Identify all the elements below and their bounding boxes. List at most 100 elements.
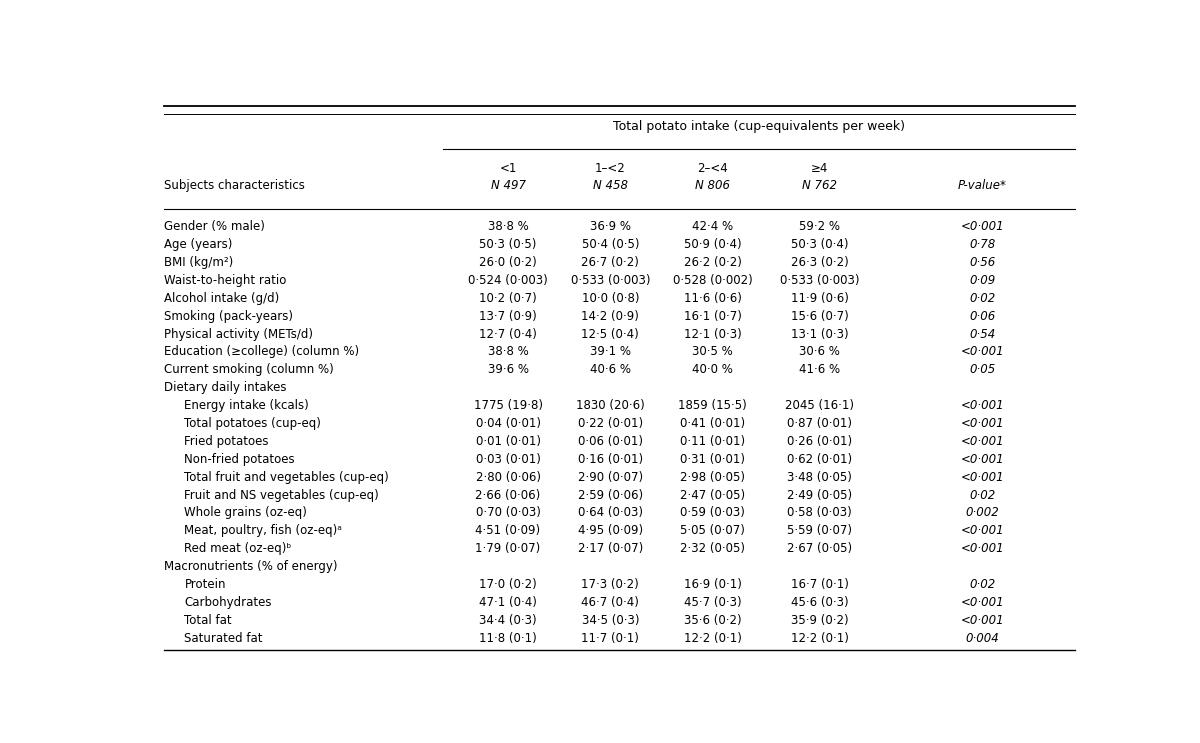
- Text: 16·1 (0·7): 16·1 (0·7): [684, 310, 742, 322]
- Text: 17·0 (0·2): 17·0 (0·2): [479, 578, 536, 591]
- Text: ≥4: ≥4: [811, 162, 828, 175]
- Text: 1830 (20·6): 1830 (20·6): [576, 399, 644, 412]
- Text: 35·6 (0·2): 35·6 (0·2): [684, 614, 742, 626]
- Text: Total fruit and vegetables (cup-eq): Total fruit and vegetables (cup-eq): [185, 470, 389, 484]
- Text: 11·9 (0·6): 11·9 (0·6): [791, 292, 848, 305]
- Text: Fruit and NS vegetables (cup-eq): Fruit and NS vegetables (cup-eq): [185, 488, 379, 502]
- Text: Alcohol intake (g/d): Alcohol intake (g/d): [164, 292, 280, 305]
- Text: P-value*: P-value*: [958, 179, 1007, 192]
- Text: <0·001: <0·001: [960, 417, 1004, 430]
- Text: 39·1 %: 39·1 %: [590, 345, 631, 358]
- Text: 5·05 (0·07): 5·05 (0·07): [680, 525, 745, 537]
- Text: 2·90 (0·07): 2·90 (0·07): [577, 470, 643, 484]
- Text: 45·6 (0·3): 45·6 (0·3): [791, 596, 848, 609]
- Text: Energy intake (kcals): Energy intake (kcals): [185, 399, 310, 412]
- Text: 0·002: 0·002: [966, 507, 1000, 519]
- Text: N 762: N 762: [802, 179, 838, 192]
- Text: <0·001: <0·001: [960, 345, 1004, 358]
- Text: 2·17 (0·07): 2·17 (0·07): [577, 542, 643, 555]
- Text: 10·0 (0·8): 10·0 (0·8): [582, 292, 640, 305]
- Text: 0·59 (0·03): 0·59 (0·03): [680, 507, 745, 519]
- Text: <0·001: <0·001: [960, 542, 1004, 555]
- Text: 26·0 (0·2): 26·0 (0·2): [479, 256, 536, 269]
- Text: Dietary daily intakes: Dietary daily intakes: [164, 381, 287, 395]
- Text: <1: <1: [499, 162, 517, 175]
- Text: 39·6 %: 39·6 %: [487, 363, 528, 377]
- Text: Red meat (oz-eq)ᵇ: Red meat (oz-eq)ᵇ: [185, 542, 292, 555]
- Text: 15·6 (0·7): 15·6 (0·7): [791, 310, 848, 322]
- Text: 34·4 (0·3): 34·4 (0·3): [479, 614, 536, 626]
- Text: 50·9 (0·4): 50·9 (0·4): [684, 239, 742, 251]
- Text: 0·06: 0·06: [970, 310, 996, 322]
- Text: 2·47 (0·05): 2·47 (0·05): [680, 488, 745, 502]
- Text: <0·001: <0·001: [960, 399, 1004, 412]
- Text: 1859 (15·5): 1859 (15·5): [678, 399, 748, 412]
- Text: 0·78: 0·78: [970, 239, 996, 251]
- Text: 0·02: 0·02: [970, 578, 996, 591]
- Text: 50·4 (0·5): 50·4 (0·5): [582, 239, 640, 251]
- Text: 11·8 (0·1): 11·8 (0·1): [479, 632, 536, 644]
- Text: 0·56: 0·56: [970, 256, 996, 269]
- Text: 11·6 (0·6): 11·6 (0·6): [684, 292, 742, 305]
- Text: <0·001: <0·001: [960, 435, 1004, 448]
- Text: 12·1 (0·3): 12·1 (0·3): [684, 328, 742, 340]
- Text: 0·05: 0·05: [970, 363, 996, 377]
- Text: 0·524 (0·003): 0·524 (0·003): [468, 274, 548, 287]
- Text: 47·1 (0·4): 47·1 (0·4): [479, 596, 536, 609]
- Text: Protein: Protein: [185, 578, 226, 591]
- Text: 38·8 %: 38·8 %: [487, 221, 528, 233]
- Text: 0·64 (0·03): 0·64 (0·03): [578, 507, 643, 519]
- Text: 26·7 (0·2): 26·7 (0·2): [582, 256, 640, 269]
- Text: BMI (kg/m²): BMI (kg/m²): [164, 256, 233, 269]
- Text: 12·5 (0·4): 12·5 (0·4): [582, 328, 640, 340]
- Text: 0·06 (0·01): 0·06 (0·01): [578, 435, 643, 448]
- Text: Whole grains (oz-eq): Whole grains (oz-eq): [185, 507, 307, 519]
- Text: 0·02: 0·02: [970, 292, 996, 305]
- Text: Total potato intake (cup-equivalents per week): Total potato intake (cup-equivalents per…: [613, 120, 905, 133]
- Text: 0·41 (0·01): 0·41 (0·01): [680, 417, 745, 430]
- Text: 2·66 (0·06): 2·66 (0·06): [475, 488, 541, 502]
- Text: 38·8 %: 38·8 %: [487, 345, 528, 358]
- Text: 0·004: 0·004: [966, 632, 1000, 644]
- Text: Smoking (pack-years): Smoking (pack-years): [164, 310, 293, 322]
- Text: 2045 (16·1): 2045 (16·1): [785, 399, 854, 412]
- Text: 36·9 %: 36·9 %: [590, 221, 631, 233]
- Text: 0·16 (0·01): 0·16 (0·01): [577, 452, 643, 466]
- Text: 0·70 (0·03): 0·70 (0·03): [475, 507, 540, 519]
- Text: 2·80 (0·06): 2·80 (0·06): [475, 470, 540, 484]
- Text: 0·01 (0·01): 0·01 (0·01): [475, 435, 540, 448]
- Text: 50·3 (0·5): 50·3 (0·5): [479, 239, 536, 251]
- Text: N 458: N 458: [593, 179, 628, 192]
- Text: N 497: N 497: [491, 179, 526, 192]
- Text: 0·54: 0·54: [970, 328, 996, 340]
- Text: Current smoking (column %): Current smoking (column %): [164, 363, 334, 377]
- Text: 0·03 (0·01): 0·03 (0·01): [475, 452, 540, 466]
- Text: Carbohydrates: Carbohydrates: [185, 596, 272, 609]
- Text: 0·533 (0·003): 0·533 (0·003): [780, 274, 859, 287]
- Text: 16·7 (0·1): 16·7 (0·1): [791, 578, 848, 591]
- Text: Saturated fat: Saturated fat: [185, 632, 263, 644]
- Text: <0·001: <0·001: [960, 525, 1004, 537]
- Text: 12·2 (0·1): 12·2 (0·1): [684, 632, 742, 644]
- Text: 1–<2: 1–<2: [595, 162, 625, 175]
- Text: 0·11 (0·01): 0·11 (0·01): [680, 435, 745, 448]
- Text: 2·59 (0·06): 2·59 (0·06): [577, 488, 643, 502]
- Text: 2·98 (0·05): 2·98 (0·05): [680, 470, 745, 484]
- Text: Fried potatoes: Fried potatoes: [185, 435, 269, 448]
- Text: <0·001: <0·001: [960, 470, 1004, 484]
- Text: 34·5 (0·3): 34·5 (0·3): [582, 614, 640, 626]
- Text: 0·62 (0·01): 0·62 (0·01): [787, 452, 852, 466]
- Text: Macronutrients (% of energy): Macronutrients (% of energy): [164, 560, 337, 573]
- Text: 35·9 (0·2): 35·9 (0·2): [791, 614, 848, 626]
- Text: Physical activity (METs/d): Physical activity (METs/d): [164, 328, 313, 340]
- Text: 40·0 %: 40·0 %: [692, 363, 733, 377]
- Text: 13·1 (0·3): 13·1 (0·3): [791, 328, 848, 340]
- Text: 41·6 %: 41·6 %: [799, 363, 840, 377]
- Text: 42·4 %: 42·4 %: [692, 221, 733, 233]
- Text: 59·2 %: 59·2 %: [799, 221, 840, 233]
- Text: 0·02: 0·02: [970, 488, 996, 502]
- Text: 30·5 %: 30·5 %: [692, 345, 733, 358]
- Text: 46·7 (0·4): 46·7 (0·4): [582, 596, 640, 609]
- Text: 2–<4: 2–<4: [697, 162, 728, 175]
- Text: 40·6 %: 40·6 %: [590, 363, 631, 377]
